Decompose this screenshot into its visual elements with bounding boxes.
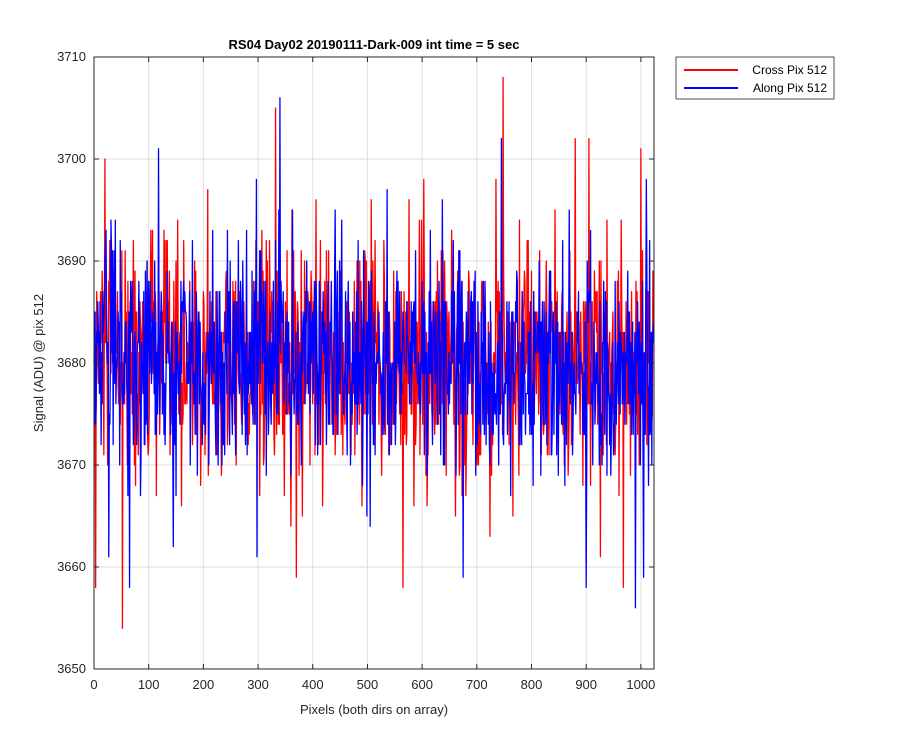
- legend-label-along-pix: Along Pix 512: [753, 81, 827, 95]
- y-axis-label: Signal (ADU) @ pix 512: [31, 294, 46, 432]
- y-tick-label: 3700: [57, 151, 86, 166]
- x-tick-label: 1000: [626, 677, 655, 692]
- x-tick-label: 800: [521, 677, 543, 692]
- x-tick-label: 700: [466, 677, 488, 692]
- y-tick-label: 3660: [57, 559, 86, 574]
- series-layer: [93, 76, 655, 629]
- y-tick-label: 3670: [57, 457, 86, 472]
- y-tick-label: 3690: [57, 253, 86, 268]
- legend: Cross Pix 512 Along Pix 512: [675, 56, 835, 100]
- x-axis-label: Pixels (both dirs on array): [300, 702, 448, 717]
- x-tick-label: 300: [247, 677, 269, 692]
- x-tick-label: 600: [411, 677, 433, 692]
- x-tick-label: 900: [575, 677, 597, 692]
- y-tick-label: 3650: [57, 661, 86, 676]
- x-tick-label: 0: [90, 677, 97, 692]
- x-tick-label: 100: [138, 677, 160, 692]
- y-tick-label: 3680: [57, 355, 86, 370]
- y-tick-label: 3710: [57, 49, 86, 64]
- ticks: 0 100 200 300 400 500 600 700 800 900 1000 3650 3660…: [57, 49, 655, 692]
- legend-label-cross-pix: Cross Pix 512: [752, 63, 827, 77]
- x-tick-label: 500: [357, 677, 379, 692]
- series-line-along-pix: [93, 97, 655, 609]
- x-tick-label: 400: [302, 677, 324, 692]
- chart-title: RS04 Day02 20190111-Dark-009 int time = …: [229, 37, 520, 52]
- x-tick-label: 200: [193, 677, 215, 692]
- legend-box: [675, 56, 835, 100]
